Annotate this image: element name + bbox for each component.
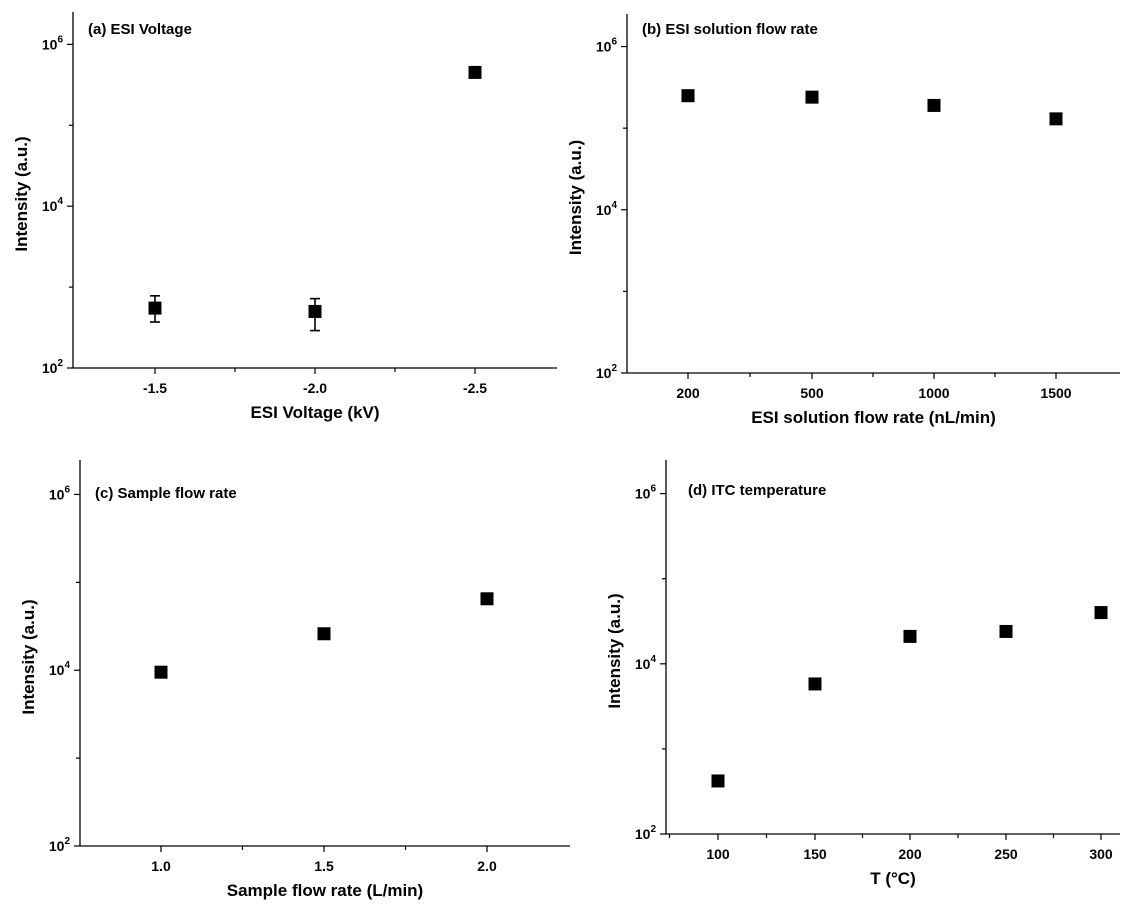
y-axis-label: Intensity (a.u.) <box>566 140 585 255</box>
y-tick-label: 104 <box>596 200 618 218</box>
data-point <box>927 98 941 112</box>
data-point <box>805 90 819 104</box>
chart-panel-c: (c) Sample flow rate 1.0 1.5 2.0 102 104 106 Sa… <box>19 460 570 900</box>
x-tick-label: 200 <box>676 385 700 401</box>
x-tick-label: 300 <box>1089 846 1113 862</box>
data-point <box>711 774 725 788</box>
data-point <box>1049 112 1063 126</box>
data-point <box>903 629 917 643</box>
chart-panel-a: (a) ESI Voltage -1.5 -2.0 -2.5 102 104 106 ESI … <box>12 12 557 422</box>
x-axis-label: Sample flow rate (L/min) <box>227 881 423 900</box>
y-tick-label: 104 <box>42 196 64 214</box>
y-axis-label: Intensity (a.u.) <box>19 599 38 714</box>
chart-title: (a) ESI Voltage <box>88 21 192 38</box>
x-tick-label: 100 <box>706 846 730 862</box>
chart-panel-d: (d) ITC temperature 100 150 200 250 300 102 104… <box>605 460 1120 888</box>
data-point <box>148 301 162 315</box>
x-tick-label: 250 <box>994 846 1018 862</box>
x-tick-label: 2.0 <box>477 858 497 874</box>
data-point <box>154 665 168 679</box>
y-axis-label: Intensity (a.u.) <box>605 593 624 708</box>
x-tick-label: 1.5 <box>314 858 334 874</box>
x-axis-label: ESI Voltage (kV) <box>250 403 379 422</box>
y-tick-label: 106 <box>49 484 71 502</box>
data-point <box>1094 606 1108 620</box>
chart-panel-b: (b) ESI solution flow rate 200 500 1000 1500… <box>566 14 1120 427</box>
y-tick-label: 104 <box>635 654 657 672</box>
data-point <box>308 304 322 318</box>
data-point <box>808 677 822 691</box>
x-tick-label: 200 <box>898 846 922 862</box>
x-tick-label: -2.5 <box>463 380 487 396</box>
x-tick-label: -2.0 <box>303 380 327 396</box>
chart-title: (c) Sample flow rate <box>95 485 237 502</box>
chart-title: (b) ESI solution flow rate <box>642 21 818 38</box>
chart-title: (d) ITC temperature <box>688 482 826 499</box>
x-tick-label: 150 <box>803 846 827 862</box>
x-axis-label: ESI solution flow rate (nL/min) <box>751 408 996 427</box>
x-tick-label: 500 <box>800 385 824 401</box>
x-tick-label: 1500 <box>1040 385 1071 401</box>
y-tick-label: 102 <box>42 358 64 376</box>
x-tick-label: 1000 <box>918 385 949 401</box>
y-axis-label: Intensity (a.u.) <box>12 136 31 251</box>
y-tick-label: 106 <box>635 484 657 502</box>
data-point <box>480 592 494 606</box>
x-axis-label: T (°C) <box>870 869 916 888</box>
y-tick-label: 102 <box>49 836 71 854</box>
y-tick-label: 102 <box>596 363 618 381</box>
data-point <box>999 624 1013 638</box>
data-point <box>468 65 482 79</box>
data-point <box>317 627 331 641</box>
x-tick-label: 1.0 <box>151 858 171 874</box>
y-tick-label: 106 <box>42 34 64 52</box>
y-tick-label: 104 <box>49 660 71 678</box>
x-tick-label: -1.5 <box>143 380 167 396</box>
data-point <box>681 89 695 103</box>
y-tick-label: 106 <box>596 37 618 55</box>
y-tick-label: 102 <box>635 824 657 842</box>
